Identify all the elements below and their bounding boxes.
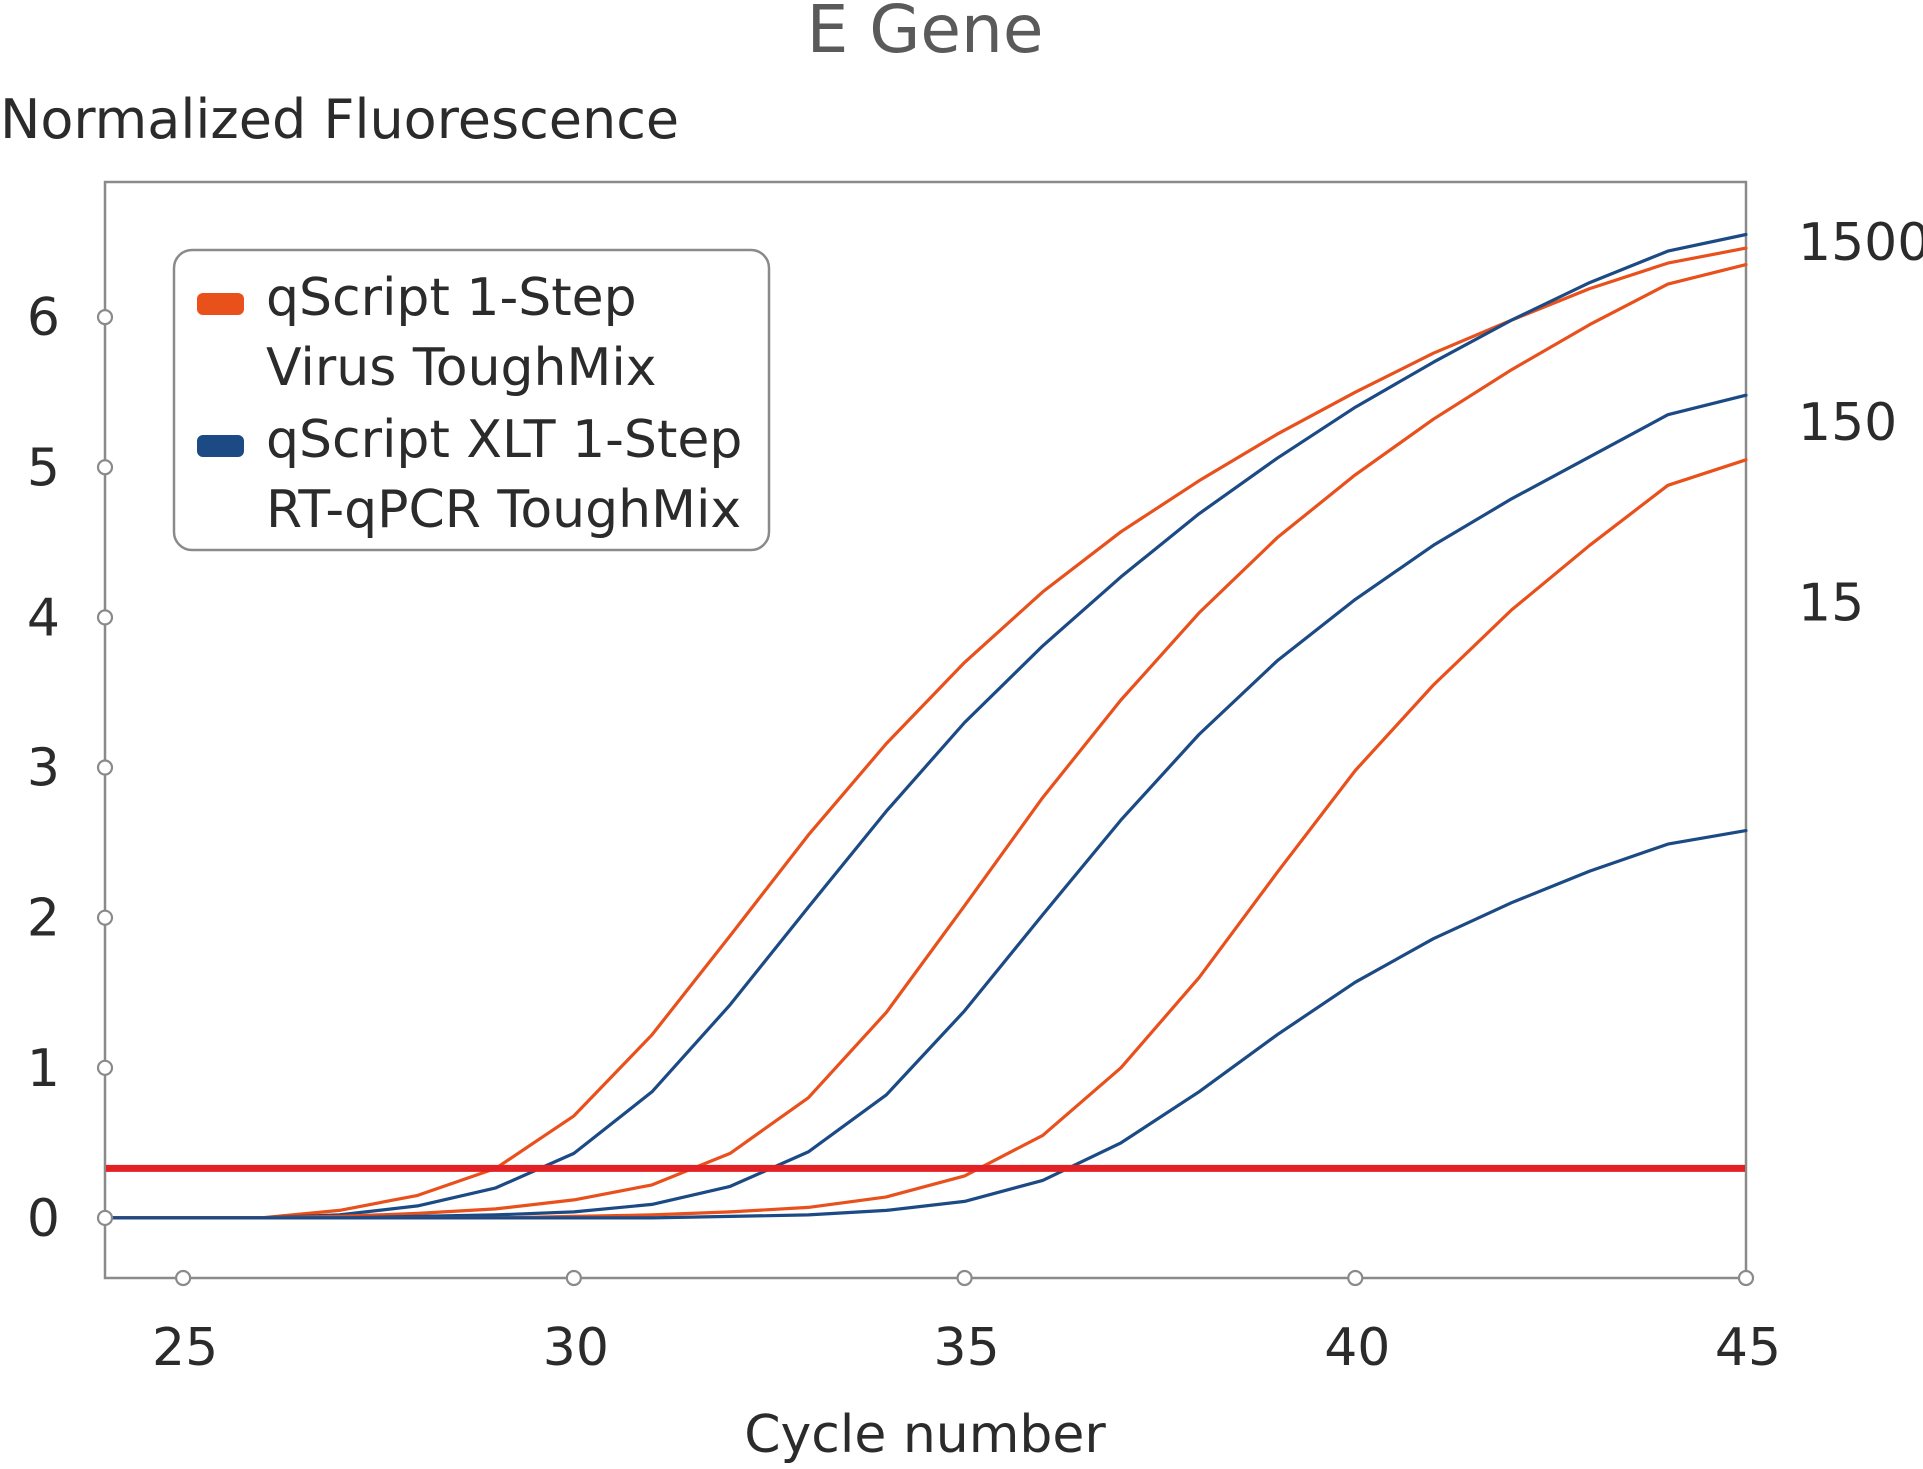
x-tick-marker [956,1269,973,1287]
x-ticks: 25 30 35 40 45 [152,1269,1781,1378]
y-tick-marker [96,1059,114,1076]
x-tick-marker [565,1269,582,1287]
x-tick-label: 35 [933,1318,999,1378]
x-tick-marker [1347,1269,1364,1287]
legend-label-line: Virus ToughMix [266,338,657,398]
y-ticks: 0 1 2 3 4 5 6 [27,288,114,1249]
y-tick-label: 2 [27,889,60,949]
concentration-label: 1500 [1798,213,1923,273]
y-tick-marker [96,609,114,626]
legend: qScript 1-Step Virus ToughMix qScript XL… [172,248,771,552]
series-line-1 [103,246,1748,1220]
concentration-label: 150 [1798,393,1897,453]
plot-area-frame [103,180,1748,1280]
y-axis-label: Normalized Fluorescence [0,88,679,151]
legend-swatch-blue [197,435,244,457]
x-tick-label: 30 [543,1318,609,1378]
y-tick-label: 1 [27,1039,60,1099]
legend-box [172,248,771,552]
legend-label-line: qScript 1-Step [266,268,637,328]
series-line-3 [103,263,1748,1220]
x-tick-label: 25 [152,1318,218,1378]
legend-swatch-orange [197,293,244,315]
y-tick-marker [96,309,114,326]
series-line-5 [103,458,1748,1220]
y-tick-marker [96,759,114,776]
x-axis-label: Cycle number [744,1405,1106,1465]
series-line-2 [103,232,1748,1220]
x-tick-label: 40 [1324,1318,1390,1378]
y-tick-label: 6 [27,288,60,348]
y-tick-label: 0 [27,1189,60,1249]
x-tick-label: 45 [1715,1318,1781,1378]
concentration-labels: 1500 150 15 [1798,213,1923,633]
y-tick-marker [96,1209,114,1227]
legend-label-line: qScript XLT 1-Step [266,410,742,470]
series-line-6 [103,828,1748,1220]
y-tick-marker [96,909,114,926]
x-tick-marker [1737,1269,1755,1287]
y-tick-marker [96,459,114,476]
y-tick-label: 5 [27,438,60,498]
chart-title: E Gene [807,0,1044,68]
x-tick-marker [175,1269,192,1287]
legend-label-line: RT-qPCR ToughMix [266,480,741,540]
concentration-label: 15 [1798,573,1864,633]
series-layer [103,232,1748,1220]
y-tick-label: 4 [27,588,60,648]
y-tick-label: 3 [27,739,60,799]
